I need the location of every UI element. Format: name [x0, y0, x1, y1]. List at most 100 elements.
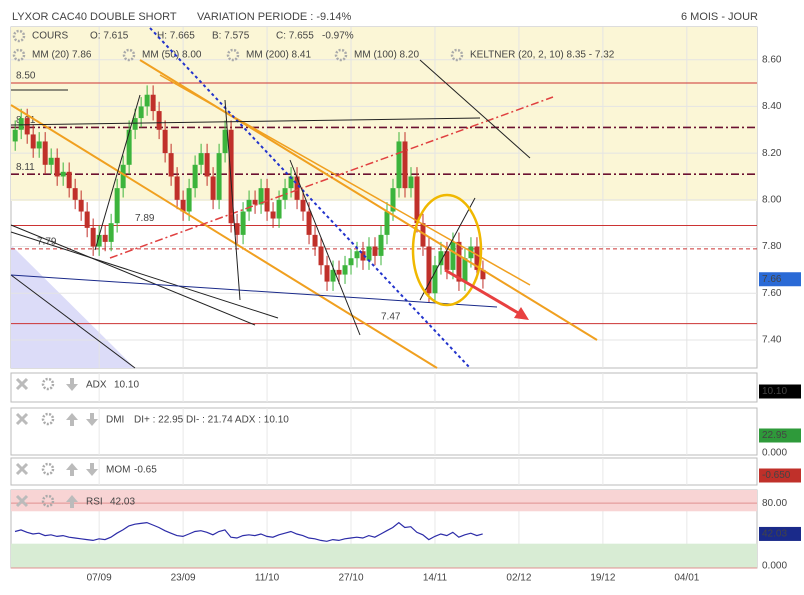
- candle-body: [120, 164, 126, 189]
- legend-entry: MM (100) 8.20: [354, 50, 419, 61]
- candle-body: [306, 211, 312, 235]
- period: 6 MOIS - JOUR: [681, 11, 758, 23]
- candle-body: [384, 211, 390, 235]
- candle-body: [42, 141, 48, 165]
- legend-entry: MM (200) 8.41: [246, 50, 311, 61]
- legend-entry: MM (50) 8.00: [142, 50, 202, 61]
- trend-line: [289, 159, 361, 336]
- trend-line: [10, 274, 498, 308]
- last-value-box: [759, 384, 801, 399]
- x-tick-label: 11/10: [255, 573, 280, 584]
- candle-body: [144, 94, 150, 107]
- candle-body: [36, 141, 42, 149]
- candle-body: [84, 211, 90, 228]
- candle-body: [444, 251, 450, 270]
- candle-body: [408, 176, 414, 189]
- down-arrow-icon: [86, 463, 98, 476]
- candle-body: [360, 251, 366, 261]
- trend-line: [419, 59, 531, 159]
- level-label: 7.79: [37, 237, 57, 248]
- indicator-name: ADX: [86, 380, 107, 391]
- gear-icon: [334, 48, 348, 62]
- close-icon: [15, 412, 29, 426]
- gear-icon: [41, 412, 55, 426]
- candle-body: [474, 246, 480, 270]
- trend-line: [94, 94, 141, 251]
- candle-body: [240, 211, 246, 235]
- x-tick-label: 14/11: [423, 573, 448, 584]
- oversold-zone: [11, 543, 757, 568]
- drawings: [10, 27, 598, 369]
- candle-body: [192, 164, 198, 189]
- arrow-head: [514, 307, 529, 320]
- candle-body: [24, 118, 30, 135]
- x-tick-label: 23/09: [171, 573, 196, 584]
- candle-body: [174, 176, 180, 200]
- indicator-value: 10.10: [114, 380, 139, 391]
- candle-body: [300, 199, 306, 212]
- candle-body: [168, 153, 174, 177]
- indicator-name: DMI: [106, 415, 124, 426]
- last-value-box: [759, 428, 801, 443]
- trend-line: [224, 99, 241, 301]
- candle-body: [246, 199, 252, 212]
- candle-body: [282, 188, 288, 200]
- y-tick-label: 7.80: [762, 241, 782, 252]
- y-tick-label: 8.20: [762, 148, 782, 159]
- candle-body: [276, 199, 282, 219]
- down-arrow-icon: [86, 413, 98, 426]
- trend-line: [109, 96, 554, 259]
- candle-body: [90, 227, 96, 247]
- candle-body: [126, 129, 132, 165]
- candle-body: [60, 171, 66, 177]
- candle-body: [54, 157, 60, 177]
- gear-icon: [122, 48, 136, 62]
- level-label: 7.47: [381, 311, 401, 322]
- last-value-box: [759, 272, 801, 287]
- candle-body: [18, 118, 24, 130]
- candle-body: [378, 234, 384, 256]
- trend-line: [10, 274, 136, 369]
- close-icon: [15, 494, 29, 508]
- variation: VARIATION PERIODE : -9.14%: [197, 11, 351, 23]
- candle-body: [294, 176, 300, 200]
- up-arrow-icon: [66, 413, 78, 426]
- x-tick-label: 27/10: [339, 573, 364, 584]
- candle-body: [186, 188, 192, 212]
- indicator-name: RSI: [86, 497, 103, 508]
- close-icon: [15, 377, 29, 391]
- up-arrow-icon: [66, 463, 78, 476]
- trend-line: [10, 231, 279, 319]
- candle-body: [288, 176, 294, 189]
- gear-icon: [12, 29, 26, 43]
- indicator-value: -0.65: [134, 465, 157, 476]
- candle-body: [102, 234, 108, 242]
- indicator-value: 42.03: [110, 497, 135, 508]
- candle-body: [426, 246, 432, 294]
- candle-body: [138, 106, 144, 119]
- panel-frame: [10, 372, 758, 403]
- candle-body: [114, 188, 120, 224]
- last-value-box: [759, 468, 801, 483]
- last-value: 10.10: [762, 386, 787, 397]
- y-tick-label: 80.00: [762, 498, 787, 509]
- candle-body: [12, 129, 18, 142]
- indicator-layer: ADX 10.10 10.10 DMI DI+ : 22.95 DI- : 21.74 …: [11, 373, 801, 572]
- level-label: 8.50: [16, 71, 36, 82]
- candle-body: [258, 188, 264, 205]
- candle-body: [396, 141, 402, 189]
- last-value: -0.650: [762, 470, 791, 481]
- candle-body: [162, 129, 168, 154]
- up-arrow-icon: [66, 495, 78, 508]
- gear-icon: [450, 48, 464, 62]
- gear-icon: [12, 48, 26, 62]
- x-tick-label: 19/12: [590, 573, 615, 584]
- y-tick-label: 0.000: [762, 448, 787, 459]
- candle-body: [312, 234, 318, 247]
- legend-entry: B: 7.575: [212, 31, 250, 42]
- candle-body: [234, 223, 240, 235]
- candle-body: [468, 246, 474, 259]
- y-tick-label: 7.40: [762, 335, 782, 346]
